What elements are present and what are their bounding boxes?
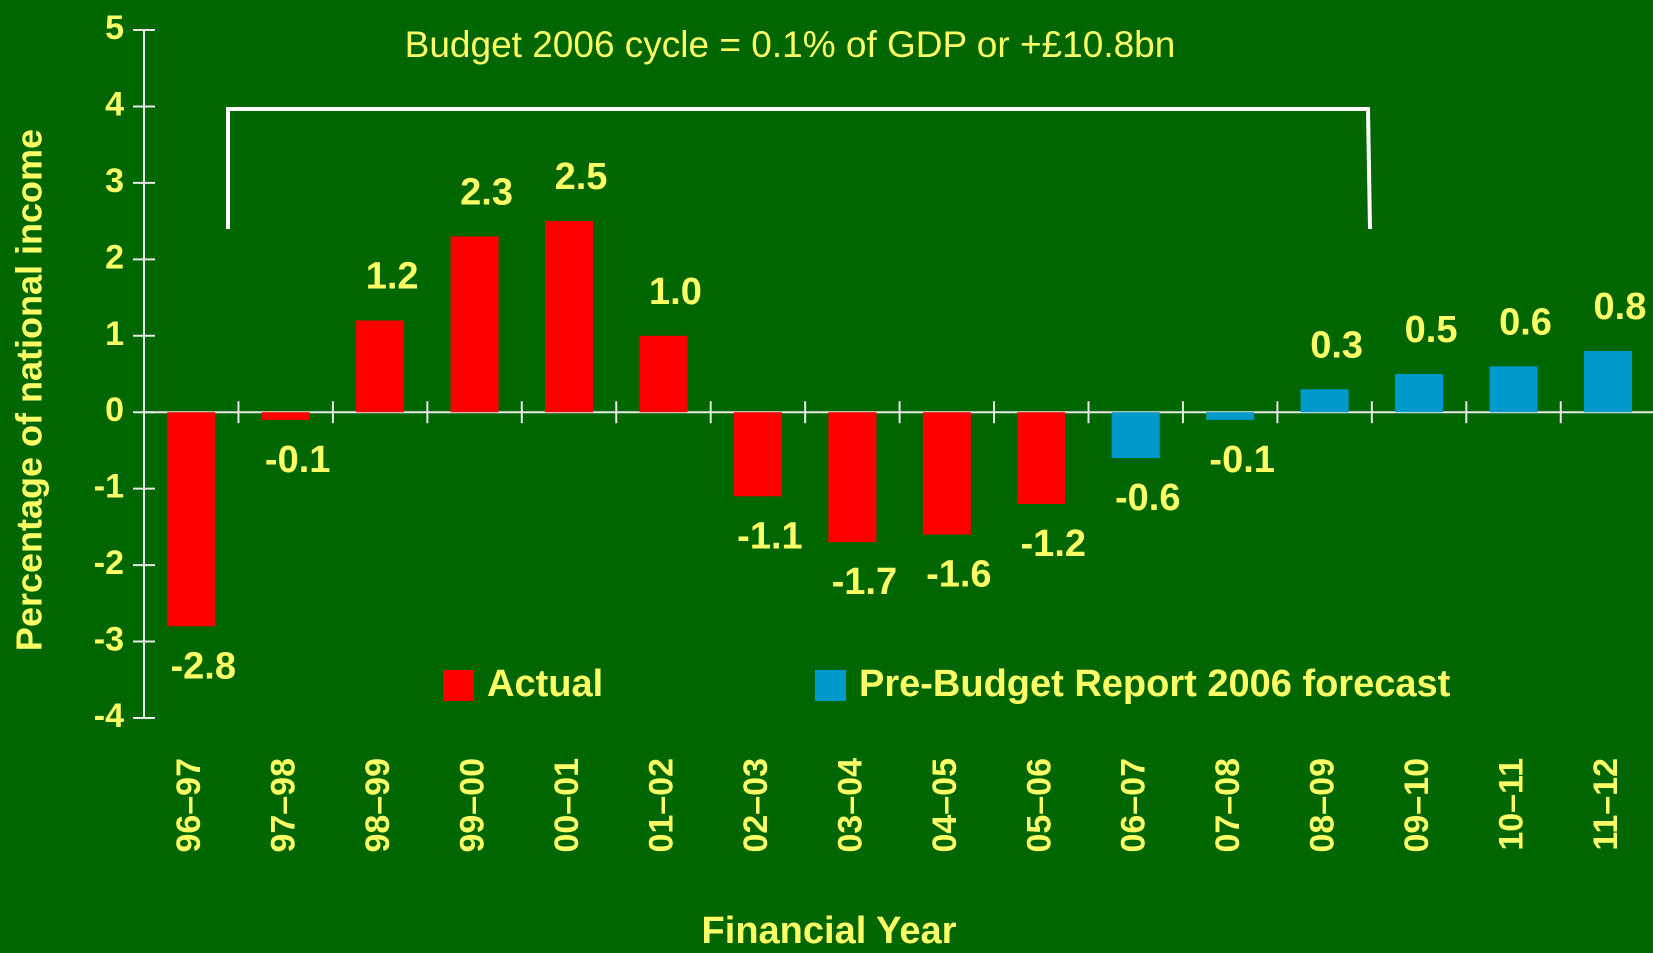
bar	[167, 412, 216, 627]
x-tick-label: 04–05	[926, 758, 964, 853]
bar	[450, 236, 499, 413]
bar	[922, 412, 971, 535]
y-tick-label: -4	[94, 697, 124, 735]
bar	[828, 412, 877, 543]
x-tick-label: 07–08	[1209, 758, 1247, 853]
y-tick-label: -1	[94, 468, 124, 506]
y-tick-label: 0	[105, 391, 124, 429]
data-label: -1.1	[737, 515, 802, 557]
bar	[1489, 366, 1538, 413]
data-label: 1.0	[649, 271, 702, 313]
x-tick-label: 99–00	[454, 758, 492, 853]
y-tick-label: 2	[105, 238, 124, 276]
x-tick-label: 11–12	[1587, 758, 1625, 851]
x-tick-label: 00–01	[548, 758, 586, 853]
x-tick-label: 96–97	[170, 758, 208, 853]
legend-label: Actual	[487, 663, 603, 705]
x-tick-label: 10–11	[1493, 758, 1531, 851]
y-tick-label: -3	[94, 621, 124, 659]
x-tick-label: 98–99	[359, 758, 397, 853]
bar	[733, 412, 782, 497]
data-label: -2.8	[170, 645, 235, 687]
bar	[545, 221, 594, 413]
x-tick-label: 08–09	[1304, 758, 1342, 853]
y-tick-label: 5	[105, 9, 124, 47]
x-axis-title: Financial Year	[702, 910, 957, 952]
x-tick-label: 09–10	[1398, 758, 1436, 853]
bar	[1583, 351, 1632, 413]
data-label: 0.8	[1594, 286, 1647, 328]
data-label: -1.2	[1021, 523, 1086, 565]
y-tick-label: 3	[105, 162, 124, 200]
bar	[356, 320, 405, 413]
x-tick-label: 03–04	[831, 758, 869, 853]
data-label: 0.3	[1310, 324, 1363, 366]
y-tick-label: 4	[105, 85, 124, 123]
y-tick-label: -2	[94, 544, 124, 582]
x-tick-label: 05–06	[1020, 758, 1058, 853]
bar	[1111, 412, 1160, 459]
data-label: -0.6	[1115, 477, 1180, 519]
bar	[639, 335, 688, 413]
legend-swatch	[815, 670, 846, 701]
bar	[1206, 412, 1255, 420]
bar	[1017, 412, 1066, 504]
bar	[1300, 389, 1349, 413]
x-tick-label: 06–07	[1115, 758, 1153, 853]
legend-swatch	[443, 670, 474, 701]
data-label: 1.2	[366, 256, 419, 298]
data-label: -0.1	[265, 439, 330, 481]
data-label: 2.3	[460, 171, 513, 213]
data-label: 2.5	[555, 156, 608, 198]
bar	[1395, 374, 1444, 413]
x-tick-label: 97–98	[265, 758, 303, 853]
y-axis-title: Percentage of national income	[9, 129, 50, 651]
x-tick-label: 02–03	[737, 758, 775, 853]
data-label: 0.6	[1499, 301, 1552, 343]
bracket	[226, 107, 1372, 230]
data-label: -1.6	[926, 554, 991, 596]
annotation: Budget 2006 cycle = 0.1% of GDP or +£10.…	[405, 24, 1176, 65]
bar	[261, 412, 310, 420]
data-label: -0.1	[1209, 439, 1274, 481]
x-tick-label: 01–02	[642, 758, 680, 853]
legend-label: Pre-Budget Report 2006 forecast	[859, 663, 1451, 705]
data-label: -1.7	[832, 561, 897, 603]
y-tick-label: 1	[105, 315, 124, 353]
data-label: 0.5	[1405, 309, 1458, 351]
